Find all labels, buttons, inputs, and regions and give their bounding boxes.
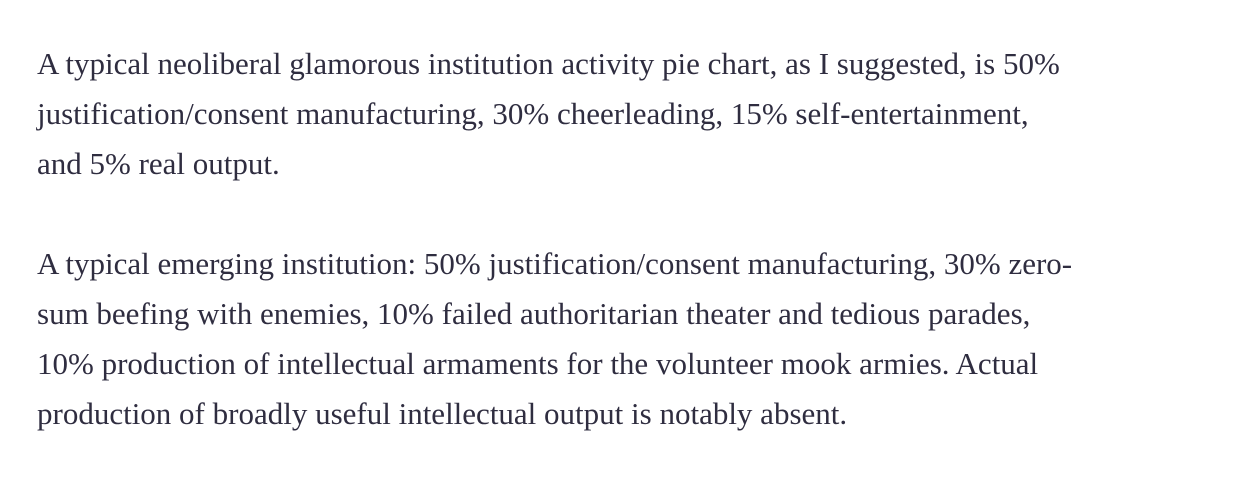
text-line: production of broadly useful intellectua… [37,396,848,431]
paragraph: A typical neoliberal glamorous instituti… [37,39,1237,189]
text-line: and 5% real output. [37,146,280,181]
document: A typical neoliberal glamorous instituti… [37,39,1237,489]
paragraph: A typical emerging institution: 50% just… [37,239,1237,439]
text-line: 10% production of intellectual armaments… [37,346,1039,381]
text-line: A typical emerging institution: 50% just… [37,246,1073,281]
text-line: justification/consent manufacturing, 30%… [37,96,1029,131]
text-line: sum beefing with enemies, 10% failed aut… [37,296,1031,331]
page: {"paragraphs": [ {"lines": [ "A typical … [37,46,1073,431]
text-line: A typical neoliberal glamorous instituti… [37,46,1060,81]
